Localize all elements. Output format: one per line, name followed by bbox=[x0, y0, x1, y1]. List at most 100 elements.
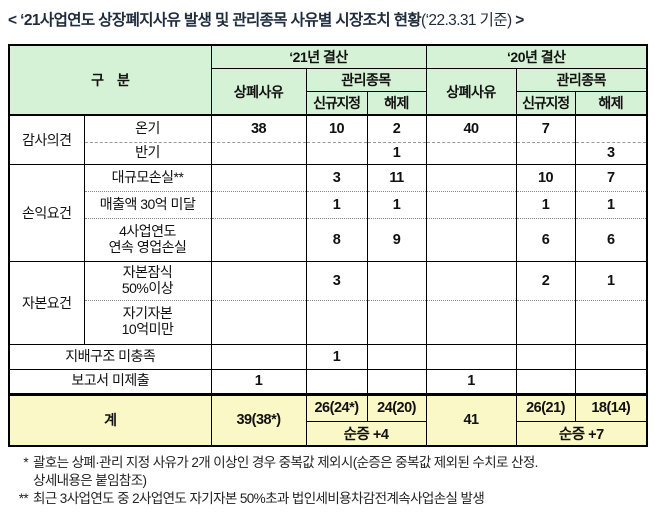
row-label: 4사업연도 연속 영업손실 bbox=[83, 217, 212, 261]
page: < ‘21사업연도 상장폐지사유 발생 및 관리종목 사유별 시장조치 현황(‘… bbox=[8, 8, 649, 509]
row-label: 지배구조 미충족 bbox=[8, 343, 212, 369]
total-new-designation-2020: 26(21) bbox=[515, 392, 576, 421]
value-cell bbox=[366, 260, 427, 300]
title-main-text: ‘21사업연도 상장폐지사유 발생 및 관리종목 사유별 시장조치 현황 bbox=[20, 12, 422, 29]
row-label: 자본잠식 50%이상 bbox=[83, 260, 212, 300]
header-division: 구 분 bbox=[8, 44, 212, 115]
value-cell: 6 bbox=[515, 217, 576, 261]
total-release-2021: 24(20) bbox=[366, 392, 427, 421]
table-row-audit-annual: 감사의견 온기 38 10 2 40 7 bbox=[8, 114, 648, 164]
value-cell bbox=[210, 260, 307, 300]
table-row-equity-under-1bn: 자기자본 10억미만 bbox=[9, 299, 648, 344]
value-cell: 3 bbox=[305, 163, 368, 191]
header-release-2020: 해제 bbox=[574, 91, 648, 115]
value-cell: 1 bbox=[305, 190, 368, 218]
table-row-revenue-under-3bn: 매출액 30억 미달 1 1 1 1 bbox=[9, 190, 648, 218]
value-cell bbox=[574, 343, 648, 369]
net-increase-2021: 순증 +4 bbox=[305, 420, 427, 446]
value-cell bbox=[574, 299, 648, 344]
title-date: (‘22.3.31 기준) bbox=[421, 12, 512, 29]
value-cell bbox=[425, 163, 517, 191]
footnote-2-marker: ** bbox=[18, 490, 29, 506]
value-cell: 38 bbox=[210, 114, 307, 142]
value-cell: 10 bbox=[515, 163, 576, 191]
footnote-2-text: 최근 3사업연도 중 2사업연도 자기자본 50%초과 법인세비용차감전계속사업… bbox=[33, 490, 485, 506]
total-delisting-2021: 39(38*) bbox=[210, 392, 307, 446]
value-cell bbox=[425, 260, 517, 300]
header-managed-stock-2020: 관리종목 bbox=[515, 68, 648, 92]
value-cell: 11 bbox=[366, 163, 427, 191]
total-release-2020: 18(14) bbox=[574, 392, 648, 421]
header-managed-stock-2021: 관리종목 bbox=[305, 68, 427, 92]
value-cell bbox=[425, 217, 517, 261]
value-cell bbox=[515, 141, 576, 164]
group-label-audit-opinion: 감사의견 bbox=[8, 114, 84, 164]
value-cell bbox=[305, 368, 368, 394]
header-delisting-reason-2021: 상폐사유 bbox=[210, 68, 307, 115]
value-cell: 8 bbox=[305, 217, 368, 261]
value-cell bbox=[425, 141, 517, 164]
table-row-capital-impairment: 자본요건 자본잠식 50%이상 3 2 1 bbox=[8, 260, 648, 344]
row-label: 온기 bbox=[83, 114, 212, 142]
header-new-designation-2021: 신규지정 bbox=[305, 91, 368, 115]
value-cell bbox=[366, 343, 427, 369]
value-cell bbox=[210, 343, 307, 369]
value-cell bbox=[574, 114, 648, 142]
title-open-bracket: < bbox=[8, 12, 17, 29]
header-row-years: 구 분 ‘21년 결산 ‘20년 결산 bbox=[8, 44, 648, 115]
table-row-audit-half-year: 반기 1 3 bbox=[9, 141, 648, 164]
value-cell: 1 bbox=[366, 141, 427, 164]
value-cell: 6 bbox=[574, 217, 648, 261]
footnote-1-text: 괄호는 상폐·관리 지정 사유가 2개 이상인 경우 중복값 제외시(순증은 중… bbox=[33, 454, 538, 488]
value-cell: 2 bbox=[366, 114, 427, 142]
header-row-subcategories: 신규지정 해제 신규지정 해제 bbox=[9, 91, 648, 115]
header-2021-settlement: ‘21년 결산 bbox=[210, 44, 427, 69]
header-release-2021: 해제 bbox=[366, 91, 427, 115]
table-row-total: 계 39(38*) 26(24*) 24(20) 41 26(21) 18(14… bbox=[8, 392, 648, 446]
value-cell bbox=[515, 343, 576, 369]
total-label: 계 bbox=[8, 392, 212, 446]
row-label: 매출액 30억 미달 bbox=[83, 190, 212, 218]
value-cell: 1 bbox=[305, 343, 368, 369]
value-cell bbox=[515, 299, 576, 344]
value-cell bbox=[574, 368, 648, 394]
page-title: < ‘21사업연도 상장폐지사유 발생 및 관리종목 사유별 시장조치 현황(‘… bbox=[8, 8, 646, 30]
value-cell bbox=[210, 217, 307, 261]
value-cell: 9 bbox=[366, 217, 427, 261]
value-cell: 1 bbox=[574, 260, 648, 300]
total-new-designation-2021: 26(24*) bbox=[305, 392, 368, 421]
value-cell: 3 bbox=[574, 141, 648, 164]
value-cell bbox=[210, 141, 307, 164]
value-cell: 1 bbox=[425, 368, 517, 394]
value-cell: 7 bbox=[515, 114, 576, 142]
row-label: 대규모손실** bbox=[83, 163, 212, 191]
net-increase-2020: 순증 +7 bbox=[515, 420, 648, 446]
value-cell bbox=[366, 299, 427, 344]
value-cell bbox=[425, 299, 517, 344]
header-delisting-reason-2020: 상폐사유 bbox=[425, 68, 517, 115]
table-row-large-loss: 손익요건 대규모손실** 3 11 10 7 bbox=[8, 163, 648, 261]
value-cell bbox=[366, 368, 427, 394]
table-row-report-not-submitted: 보고서 미제출 1 1 bbox=[8, 368, 648, 394]
value-cell bbox=[210, 163, 307, 191]
header-2020-settlement: ‘20년 결산 bbox=[425, 44, 648, 69]
value-cell: 2 bbox=[515, 260, 576, 300]
header-row-categories: 상폐사유 관리종목 상폐사유 관리종목 bbox=[9, 68, 648, 115]
row-label: 자기자본 10억미만 bbox=[83, 299, 212, 344]
value-cell: 3 bbox=[305, 260, 368, 300]
value-cell bbox=[305, 141, 368, 164]
value-cell bbox=[425, 343, 517, 369]
value-cell: 1 bbox=[574, 190, 648, 218]
table-row-4yr-operating-loss: 4사업연도 연속 영업손실 8 9 6 6 bbox=[9, 217, 648, 261]
value-cell: 1 bbox=[210, 368, 307, 394]
header-new-designation-2020: 신규지정 bbox=[515, 91, 576, 115]
row-label: 반기 bbox=[83, 141, 212, 164]
value-cell bbox=[210, 299, 307, 344]
footnote-1: * 괄호는 상폐·관리 지정 사유가 2개 이상인 경우 중복값 제외시(순증은… bbox=[8, 454, 646, 490]
value-cell: 10 bbox=[305, 114, 368, 142]
value-cell: 40 bbox=[425, 114, 517, 142]
footnote-2: ** 최근 3사업연도 중 2사업연도 자기자본 50%초과 법인세비용차감전계… bbox=[8, 490, 646, 508]
total-delisting-2020: 41 bbox=[425, 392, 517, 446]
value-cell bbox=[515, 368, 576, 394]
footnotes: * 괄호는 상폐·관리 지정 사유가 2개 이상인 경우 중복값 제외시(순증은… bbox=[8, 454, 646, 509]
